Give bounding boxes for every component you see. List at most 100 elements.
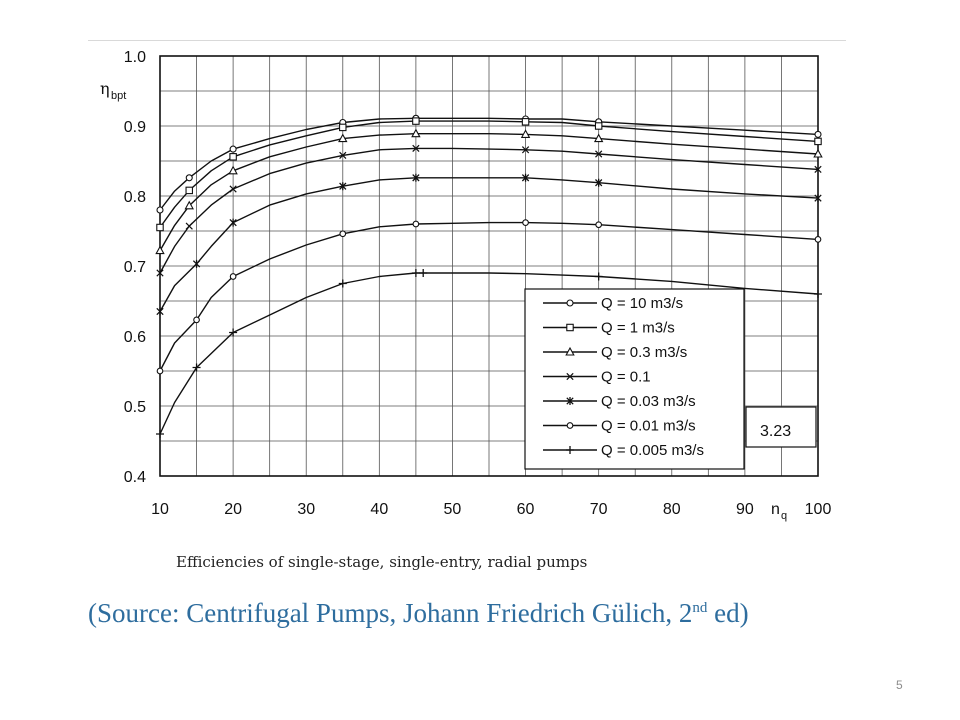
source-superscript: nd [692, 600, 708, 616]
legend-marker [566, 446, 574, 454]
legend-box [524, 288, 745, 470]
efficiency-chart: 0.4 0.5 0.6 0.7 0.8 0.9 1.0 10 20 30 40 50 60 70 80 90 1… [100, 49, 832, 522]
series-group [155, 114, 823, 438]
x-tick-label: 80 [663, 501, 681, 518]
legend: Q = 10 m3/s Q = 1 m3/s Q = 0.3 m3/s Q = 0.1… [524, 288, 817, 470]
series-marker [229, 185, 237, 193]
series-marker [595, 221, 603, 229]
y-tick-label: 0.7 [124, 259, 146, 276]
series-marker [814, 290, 822, 298]
legend-label: Q = 0.3 m3/s [601, 344, 687, 361]
series-line [159, 272, 819, 435]
chart-caption: Efficiencies of single-stage, single-ent… [176, 553, 588, 571]
source-suffix: ed) [707, 598, 749, 628]
series-line [159, 117, 819, 211]
series-marker [156, 307, 164, 316]
plot-frame [159, 55, 819, 477]
series-marker [813, 148, 823, 158]
series-marker [814, 137, 822, 146]
series-marker [229, 153, 237, 161]
series-marker [520, 129, 531, 138]
series-marker [339, 123, 347, 132]
x-tick-label: 30 [297, 501, 315, 518]
series-6 [156, 219, 822, 375]
legend-label: Q = 10 m3/s [601, 295, 683, 312]
x-axis-label: n [771, 501, 780, 518]
series-marker [411, 269, 420, 277]
series-marker [411, 128, 421, 138]
y-tick-label: 0.5 [124, 399, 146, 416]
series-marker [228, 165, 238, 175]
series-marker [156, 367, 164, 375]
series-marker [339, 182, 347, 191]
legend-marker [566, 323, 574, 332]
series-marker [419, 269, 428, 277]
figure-label-box [745, 406, 817, 448]
x-tick-label: 100 [805, 501, 832, 518]
series-marker [412, 144, 420, 153]
series-line [159, 147, 819, 274]
x-tick-label: 10 [151, 501, 169, 518]
x-axis-label-subscript: q [781, 510, 787, 522]
legend-marker [566, 397, 574, 405]
legend-label: Q = 0.1 [601, 369, 651, 386]
series-marker [339, 230, 347, 238]
series-marker [339, 151, 347, 160]
series-marker [184, 200, 194, 210]
series-marker [156, 430, 164, 438]
series-marker [156, 223, 164, 232]
series-line [159, 177, 819, 312]
series-4 [156, 144, 822, 277]
page-number: 5 [896, 678, 903, 692]
series-marker [594, 122, 603, 130]
series-line [159, 132, 819, 251]
series-marker [412, 173, 420, 182]
y-tick-label: 0.9 [124, 119, 146, 136]
series-marker [229, 328, 238, 337]
series-line [159, 221, 819, 372]
series-marker [521, 173, 530, 182]
series-marker [156, 206, 164, 214]
legend-label: Q = 0.005 m3/s [601, 442, 704, 459]
series-marker [185, 186, 193, 195]
y-tick-label: 0.6 [124, 329, 146, 346]
legend-marker [565, 346, 575, 356]
series-marker [156, 269, 164, 277]
series-marker [814, 194, 822, 203]
series-marker [338, 133, 348, 143]
legend-marker [566, 299, 574, 307]
series-marker [814, 165, 822, 174]
series-2 [156, 117, 822, 232]
x-tick-label: 70 [590, 501, 608, 518]
series-marker [338, 279, 347, 288]
series-marker [185, 222, 193, 230]
series-marker [521, 146, 530, 154]
legend-marker [566, 372, 574, 381]
y-tick-label: 0.4 [124, 469, 146, 486]
series-7 [156, 269, 822, 438]
series-marker [192, 259, 201, 268]
series-marker [229, 273, 237, 280]
series-marker [155, 245, 165, 255]
top-divider [88, 40, 846, 41]
series-marker [193, 316, 200, 324]
series-3 [155, 128, 823, 255]
y-tick-label: 1.0 [124, 49, 146, 66]
x-tick-label: 50 [444, 501, 462, 518]
series-line [159, 120, 819, 228]
series-marker [412, 220, 420, 228]
y-axis-label-subscript: bpt [111, 90, 126, 102]
series-marker [593, 133, 604, 143]
series-5 [156, 173, 822, 316]
legend-label: Q = 1 m3/s [601, 320, 675, 337]
series-marker [594, 272, 603, 281]
series-marker [192, 363, 201, 372]
y-axis-label: η [100, 79, 110, 98]
y-tick-label: 0.8 [124, 189, 146, 206]
legend-label: Q = 0.03 m3/s [601, 393, 696, 410]
x-tick-label: 20 [224, 501, 242, 518]
series-marker [814, 236, 822, 243]
legend-marker [566, 422, 574, 429]
series-marker [229, 145, 237, 153]
